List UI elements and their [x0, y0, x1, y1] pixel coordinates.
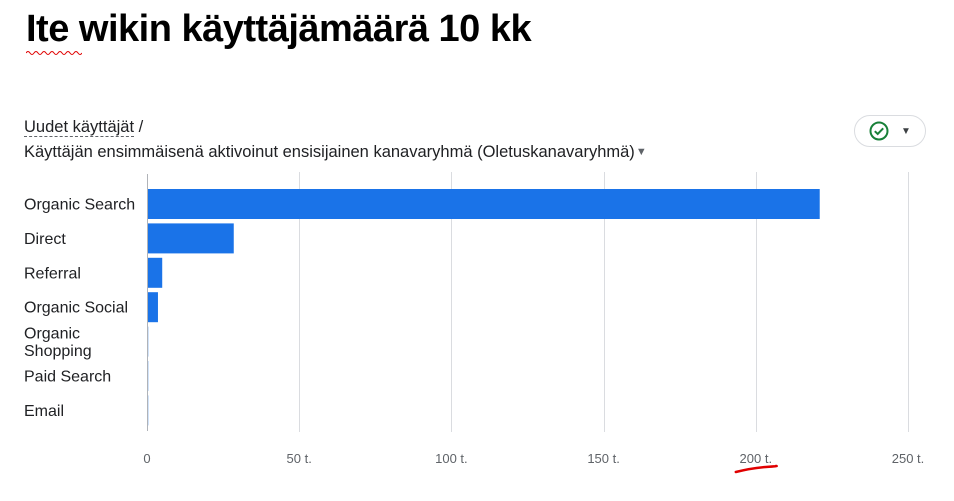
- chart-subtitle-dimension: Käyttäjän ensimmäisenä aktivoinut ensisi…: [24, 143, 647, 162]
- annotation-underline: [734, 464, 778, 474]
- x-tick-label: 200 t.: [740, 451, 773, 466]
- page-title: Ite wikin käyttäjämäärä 10 kk: [26, 8, 532, 50]
- category-label: Referral: [24, 265, 81, 282]
- bar: [147, 189, 820, 219]
- x-tick-label: 250 t.: [892, 451, 925, 466]
- check-circle-icon: [869, 121, 889, 141]
- x-tick-label: 0: [143, 451, 150, 466]
- chart-subtitle-metric: Uudet käyttäjät /: [24, 118, 143, 137]
- status-menu-button[interactable]: ▼: [854, 115, 926, 147]
- bar: [147, 292, 158, 323]
- subtitle-separator: /: [138, 118, 144, 136]
- caret-down-icon: ▼: [901, 125, 911, 137]
- category-label: Paid Search: [24, 369, 111, 386]
- x-tick-label: 150 t.: [587, 451, 620, 466]
- triangle-down-icon[interactable]: ▼: [635, 146, 647, 158]
- spellcheck-underline: [26, 51, 82, 55]
- metric-selector[interactable]: Uudet käyttäjät: [24, 118, 135, 137]
- category-label: Organic Search: [24, 197, 135, 214]
- bar: [147, 223, 234, 254]
- x-tick-label: 50 t.: [287, 451, 312, 466]
- category-label: Organic Social: [24, 300, 128, 317]
- category-label: Shopping: [24, 343, 92, 360]
- x-tick-label: 100 t.: [435, 451, 468, 466]
- bar: [147, 257, 163, 288]
- category-label: Organic: [24, 325, 80, 342]
- category-label: Direct: [24, 231, 66, 248]
- dimension-selector[interactable]: Käyttäjän ensimmäisenä aktivoinut ensisi…: [24, 143, 635, 161]
- category-label: Email: [24, 403, 64, 420]
